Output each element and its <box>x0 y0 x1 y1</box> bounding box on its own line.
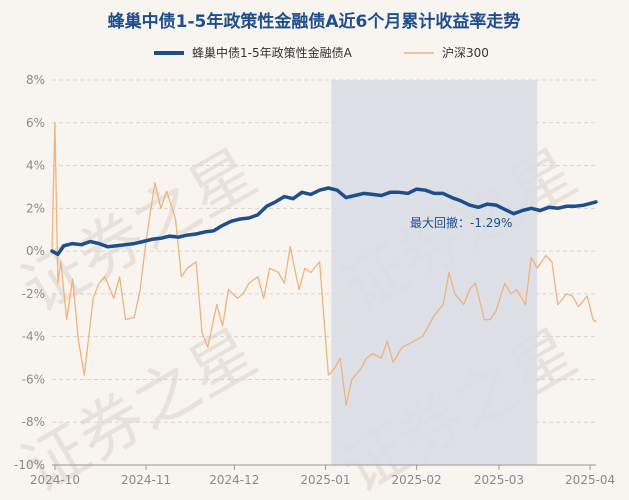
y-tick-label: 4% <box>26 159 45 173</box>
series-line-fund <box>50 186 598 257</box>
drawdown-area <box>331 80 538 465</box>
y-tick-label: -6% <box>22 372 45 386</box>
drawdown-band <box>331 80 538 465</box>
series-line-index <box>51 122 597 406</box>
y-tick-label: -10% <box>14 458 45 472</box>
y-tick-label: 2% <box>26 201 45 215</box>
y-tick-label: -8% <box>22 415 45 429</box>
x-tick-label: 2024-10 <box>30 473 80 487</box>
x-tick-label: 2025-02 <box>392 473 442 487</box>
drawdown-label: 最大回撤：-1.29% <box>410 215 512 230</box>
y-tick-label: 0% <box>26 244 45 258</box>
y-tick-label: 8% <box>26 73 45 87</box>
x-tick-label: 2025-01 <box>300 473 350 487</box>
x-tick-label: 2025-04 <box>565 473 615 487</box>
x-tick-label: 2024-12 <box>209 473 259 487</box>
watermark-text: 证券之星 <box>10 136 269 328</box>
y-tick-label: 6% <box>26 116 45 130</box>
x-tick-label: 2025-03 <box>474 473 524 487</box>
legend-label-fund: 蜂巢中债1-5年政策性金融债A <box>192 45 353 60</box>
x-tick-label: 2024-11 <box>121 473 171 487</box>
axes: 8% 6% 4% 2% 0% -2% -4% -6% -8% -10%2024-10 2024-11… <box>14 73 615 487</box>
chart-title: 蜂巢中债1-5年政策性金融债A近6个月累计收益率走势 <box>108 11 521 32</box>
legend: 蜂巢中债1-5年政策性金融债A 沪深300 <box>154 45 489 60</box>
y-tick-label: -2% <box>22 287 45 301</box>
legend-label-index: 沪深300 <box>442 46 489 60</box>
series <box>50 122 598 406</box>
y-tick-label: -4% <box>22 330 45 344</box>
